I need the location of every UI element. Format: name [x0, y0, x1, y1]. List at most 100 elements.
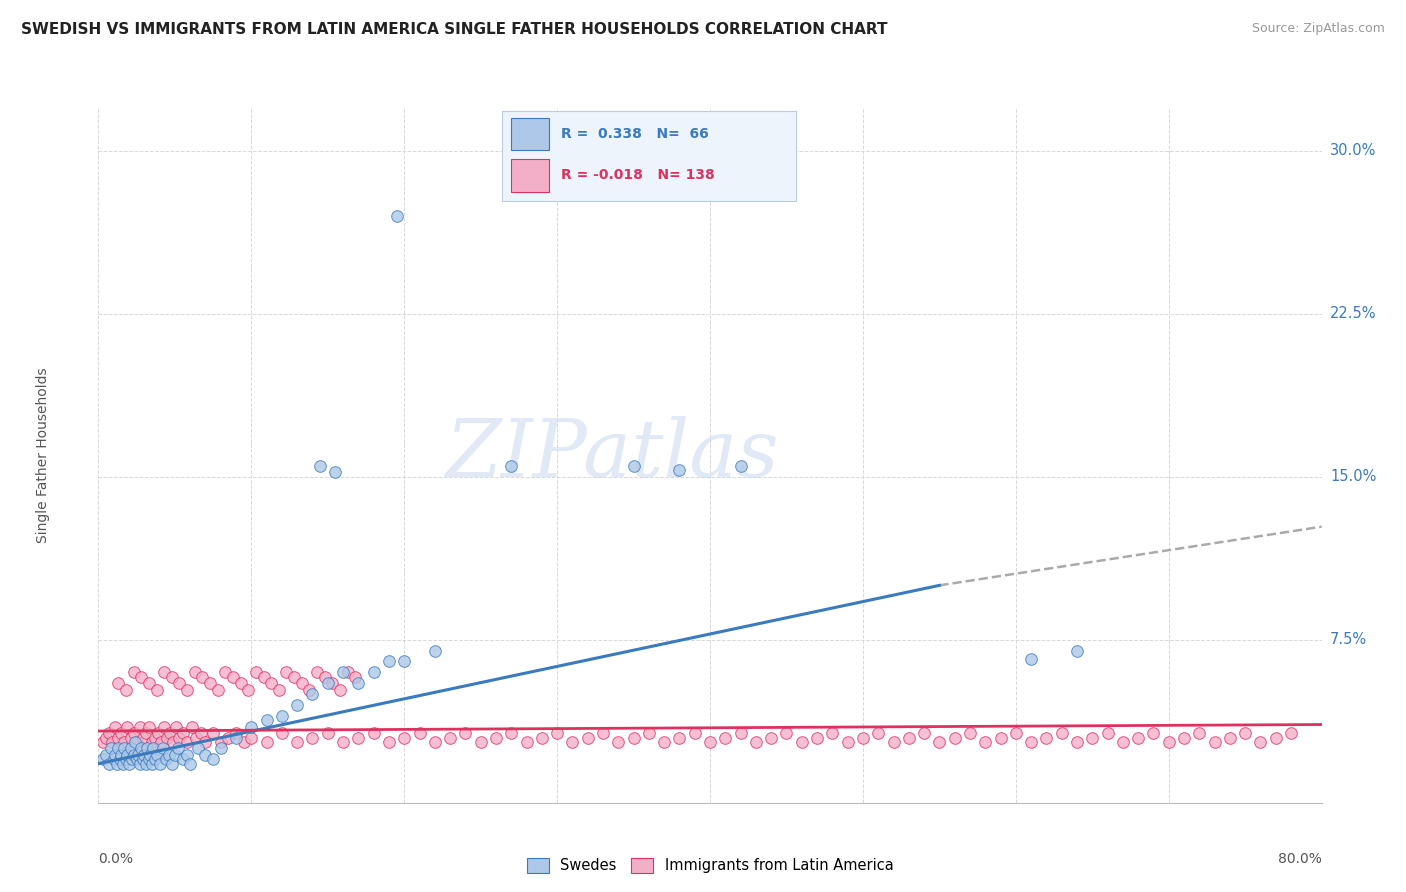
Legend: Swedes, Immigrants from Latin America: Swedes, Immigrants from Latin America: [520, 852, 900, 879]
Point: [194, 735, 217, 749]
Point: [806, 731, 828, 745]
Point: [91, 752, 114, 766]
Point: [153, 665, 176, 680]
Point: [136, 741, 159, 756]
Point: [143, 731, 166, 745]
Point: [332, 665, 354, 680]
Point: [276, 665, 298, 680]
Point: [336, 665, 359, 680]
Point: [252, 670, 274, 684]
Point: [408, 726, 430, 740]
Point: [222, 670, 245, 684]
Point: [141, 756, 163, 771]
Point: [316, 726, 339, 740]
Point: [775, 726, 797, 740]
Point: [485, 731, 508, 745]
Point: [162, 735, 184, 749]
Point: [347, 731, 370, 745]
Point: [1050, 726, 1073, 740]
Point: [110, 726, 132, 740]
Point: [385, 209, 408, 223]
Point: [332, 735, 354, 749]
Point: [1066, 643, 1088, 657]
Point: [120, 731, 142, 745]
Point: [837, 735, 859, 749]
Point: [138, 752, 160, 766]
Point: [378, 735, 401, 749]
Point: [135, 756, 157, 771]
Point: [149, 756, 172, 771]
Point: [122, 665, 145, 680]
Point: [209, 741, 232, 756]
Point: [347, 676, 370, 690]
Point: [240, 731, 263, 745]
Text: 15.0%: 15.0%: [1330, 469, 1376, 484]
Point: [202, 752, 225, 766]
Point: [291, 676, 314, 690]
Point: [160, 670, 183, 684]
Point: [530, 731, 553, 745]
Point: [176, 735, 198, 749]
Point: [165, 720, 187, 734]
Point: [229, 676, 252, 690]
Point: [943, 731, 966, 745]
Point: [897, 731, 920, 745]
Point: [298, 682, 321, 697]
Point: [145, 747, 167, 762]
Point: [129, 670, 152, 684]
Point: [301, 687, 323, 701]
Point: [169, 731, 191, 745]
Point: [157, 747, 180, 762]
Point: [94, 747, 117, 762]
Point: [344, 670, 367, 684]
Point: [392, 655, 416, 669]
Point: [127, 747, 149, 762]
Point: [990, 731, 1012, 745]
Point: [1142, 726, 1164, 740]
Point: [172, 726, 194, 740]
Point: [225, 731, 247, 745]
Point: [325, 466, 347, 480]
Point: [120, 741, 142, 756]
Point: [378, 655, 401, 669]
Point: [607, 735, 630, 749]
Point: [363, 665, 385, 680]
Point: [202, 726, 225, 740]
Point: [128, 756, 150, 771]
Point: [668, 463, 690, 477]
Point: [745, 735, 768, 749]
Point: [112, 735, 135, 749]
Point: [1188, 726, 1211, 740]
Point: [160, 756, 183, 771]
Point: [759, 731, 782, 745]
Point: [546, 726, 568, 740]
Point: [156, 731, 179, 745]
Point: [285, 698, 308, 712]
Point: [117, 720, 139, 734]
Point: [209, 735, 232, 749]
Point: [207, 682, 229, 697]
Point: [152, 741, 174, 756]
Point: [167, 741, 190, 756]
Point: [138, 676, 160, 690]
Point: [122, 726, 145, 740]
Point: [1219, 731, 1241, 745]
Text: 80.0%: 80.0%: [1278, 852, 1322, 865]
Point: [94, 731, 117, 745]
Point: [111, 756, 134, 771]
Point: [115, 752, 138, 766]
Point: [198, 676, 221, 690]
Point: [256, 713, 278, 727]
Point: [104, 720, 127, 734]
Point: [117, 747, 139, 762]
Point: [146, 726, 169, 740]
Point: [125, 752, 148, 766]
Point: [155, 752, 177, 766]
Text: 30.0%: 30.0%: [1330, 143, 1376, 158]
Point: [115, 682, 138, 697]
Text: 7.5%: 7.5%: [1330, 632, 1367, 648]
Point: [134, 747, 156, 762]
Point: [145, 682, 167, 697]
Point: [179, 756, 201, 771]
Point: [184, 665, 207, 680]
